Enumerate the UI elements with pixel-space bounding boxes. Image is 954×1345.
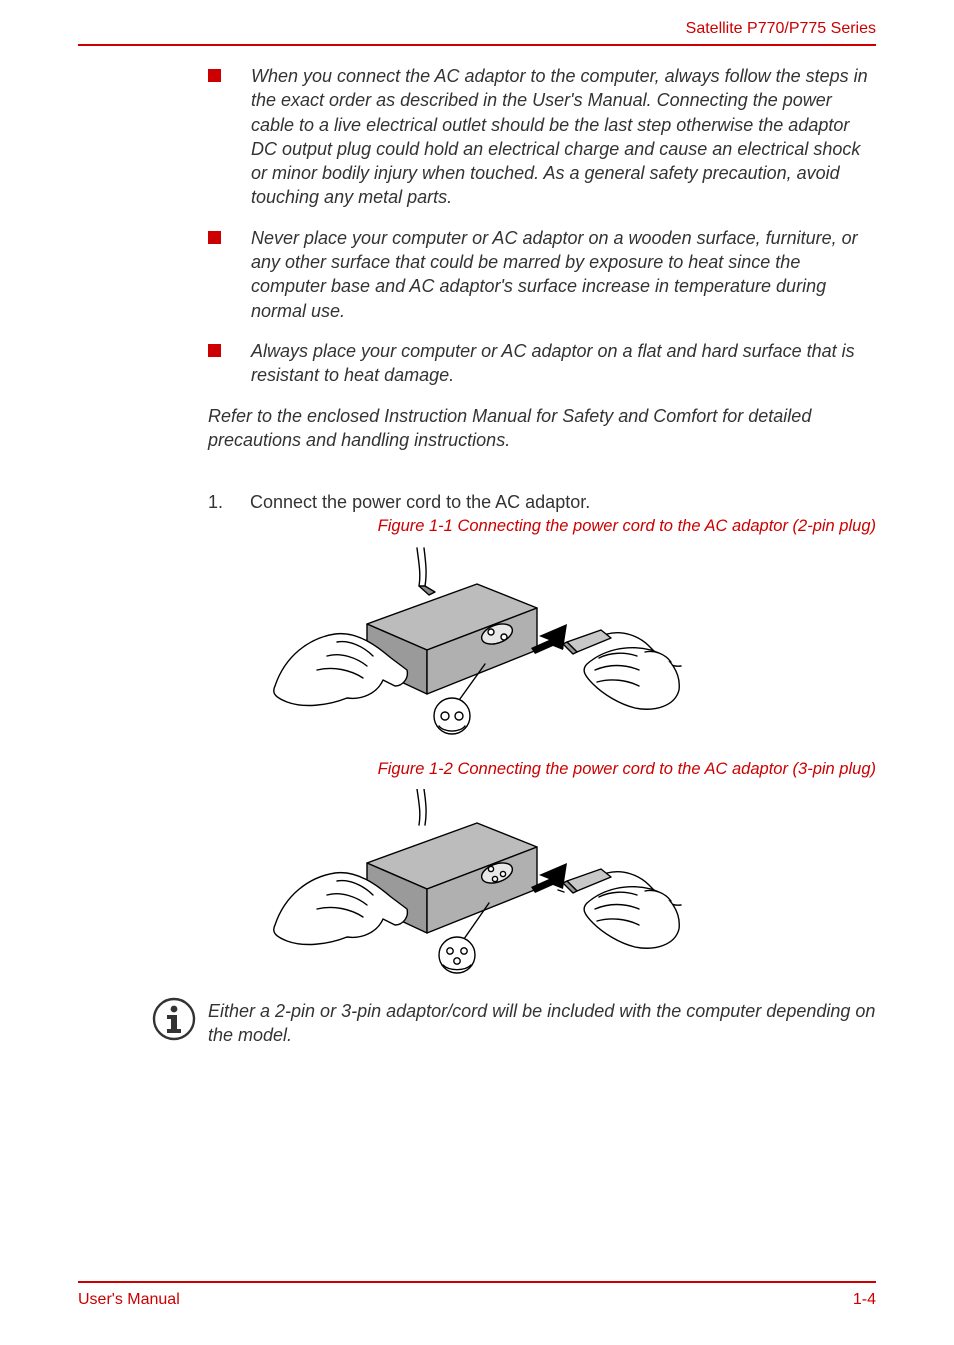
figure-1-1 (267, 546, 687, 746)
warning-item: Always place your computer or AC adaptor… (208, 339, 876, 388)
footer-left: User's Manual (78, 1291, 180, 1309)
page-footer: User's Manual 1-4 (78, 1281, 876, 1309)
footer-rule (78, 1281, 876, 1283)
step-number: 1. (208, 492, 250, 513)
warning-text: When you connect the AC adaptor to the c… (251, 64, 876, 210)
bullet-icon (208, 69, 221, 82)
warning-item: Never place your computer or AC adaptor … (208, 226, 876, 323)
warning-text: Always place your computer or AC adaptor… (251, 339, 876, 388)
warning-item: When you connect the AC adaptor to the c… (208, 64, 876, 210)
footer-right: 1-4 (853, 1291, 876, 1309)
header-series: Satellite P770/P775 Series (78, 20, 876, 44)
figure-1-2 (267, 789, 687, 979)
warning-text: Never place your computer or AC adaptor … (251, 226, 876, 323)
warning-block: When you connect the AC adaptor to the c… (208, 64, 876, 388)
header-rule (78, 44, 876, 46)
refer-paragraph: Refer to the enclosed Instruction Manual… (208, 404, 876, 453)
step-item: 1. Connect the power cord to the AC adap… (208, 492, 876, 513)
bullet-icon (208, 344, 221, 357)
note-text: Either a 2-pin or 3-pin adaptor/cord wil… (208, 997, 876, 1048)
figure-caption: Figure 1-1 Connecting the power cord to … (78, 517, 876, 536)
figure-caption: Figure 1-2 Connecting the power cord to … (78, 760, 876, 779)
step-text: Connect the power cord to the AC adaptor… (250, 492, 590, 513)
info-icon (152, 997, 204, 1046)
page-content: Satellite P770/P775 Series When you conn… (0, 0, 954, 1048)
note-block: Either a 2-pin or 3-pin adaptor/cord wil… (78, 997, 876, 1048)
bullet-icon (208, 231, 221, 244)
